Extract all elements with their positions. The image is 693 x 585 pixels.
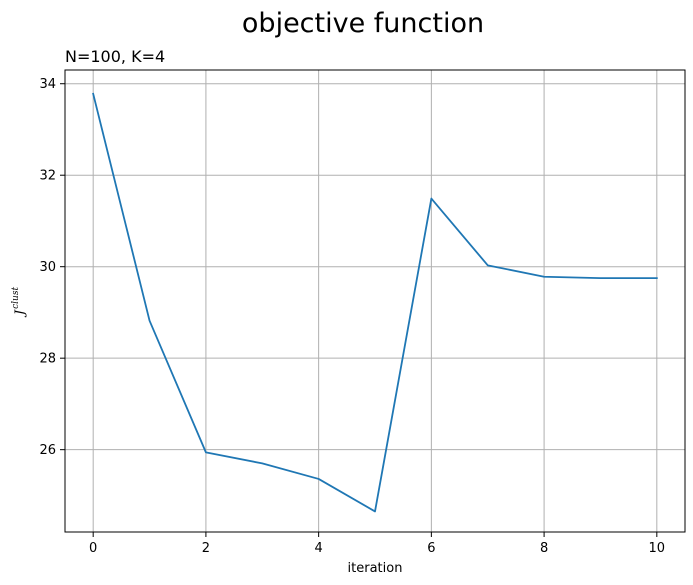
y-tick-label: 30	[39, 260, 56, 275]
x-tick-label: 0	[89, 541, 97, 556]
x-tick-label: 8	[540, 541, 548, 556]
y-tick-label: 28	[39, 352, 56, 367]
x-axis-label: iteration	[348, 561, 403, 576]
y-tick-label: 32	[39, 169, 56, 184]
x-tick-label: 2	[202, 541, 210, 556]
x-tick-label: 6	[427, 541, 435, 556]
plot-frame	[64, 69, 686, 533]
x-tick-label: 10	[649, 541, 666, 556]
y-axis-label-base: J	[13, 309, 28, 318]
y-axis-label-superscript: clust	[11, 287, 21, 309]
ticks: 0 2 4 6 8 10 26 28 30 32 34	[39, 77, 665, 556]
series-layer	[92, 92, 658, 513]
y-axis-label: Jclust	[11, 287, 28, 319]
grid	[65, 70, 685, 532]
figure-suptitle: objective function	[242, 8, 484, 39]
y-tick-label: 26	[39, 443, 56, 458]
y-tick-label: 34	[39, 77, 56, 92]
series-line	[92, 92, 658, 513]
x-tick-label: 4	[314, 541, 322, 556]
axes-title: N=100, K=4	[65, 47, 165, 66]
